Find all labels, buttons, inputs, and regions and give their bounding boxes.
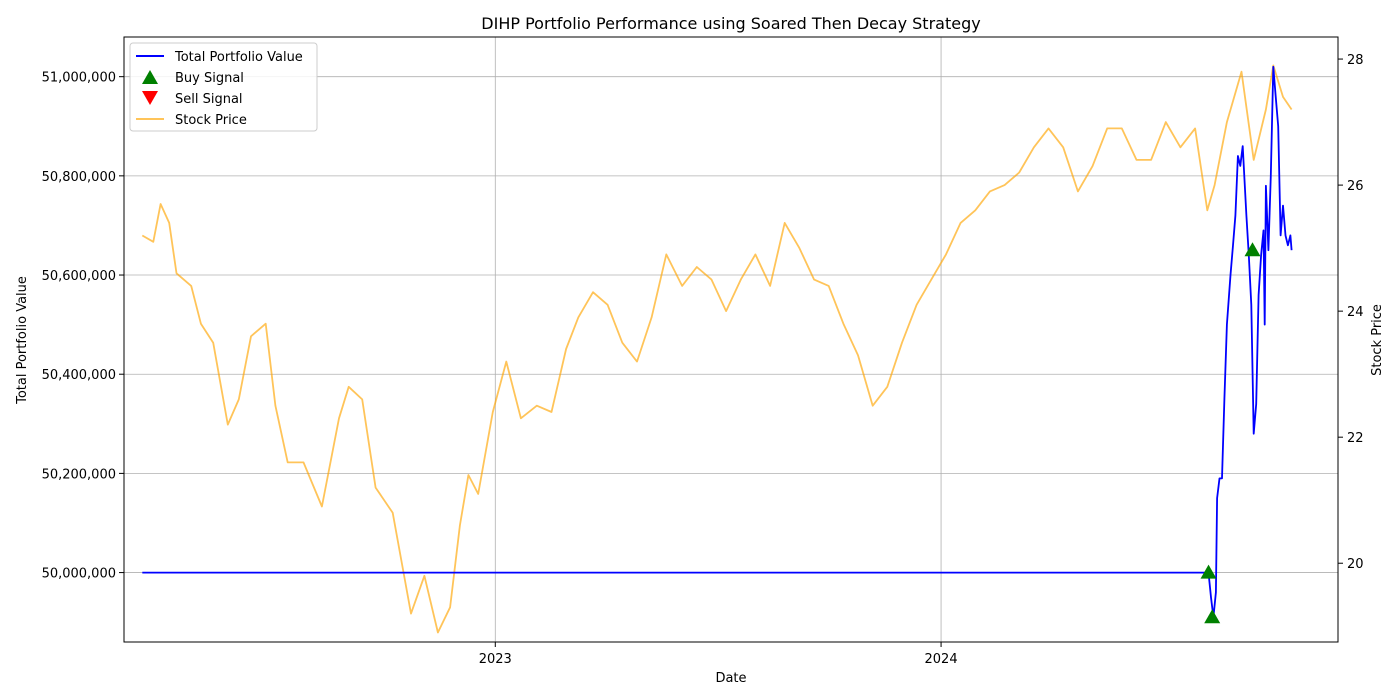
legend-buy-label: Buy Signal (175, 71, 244, 86)
y-tick-label: 50,400,000 (42, 368, 116, 383)
marker-layer (1200, 242, 1261, 624)
legend-stock-label: Stock Price (175, 113, 247, 128)
stock-price-line (141, 64, 1293, 634)
buy-signal-marker (1244, 242, 1261, 257)
series-layer (141, 64, 1293, 634)
chart-title: DIHP Portfolio Performance using Soared … (481, 14, 980, 33)
buy-signal-marker (1200, 564, 1217, 579)
x-tick-label: 2023 (479, 652, 512, 667)
y-tick-label: 50,600,000 (42, 269, 116, 284)
y-tick-label: 50,800,000 (42, 170, 116, 185)
legend-portfolio-label: Total Portfolio Value (174, 50, 303, 65)
plot-frame (123, 36, 1339, 643)
y2-tick-label: 28 (1347, 53, 1364, 68)
legend-sell-marker (142, 91, 158, 105)
y2-tick-label: 24 (1347, 305, 1364, 320)
y-tick-label: 51,000,000 (42, 71, 116, 86)
legend: Total Portfolio Value Buy Signal Sell Si… (129, 42, 318, 132)
legend-box (129, 42, 318, 132)
x-axis-title: Date (715, 671, 746, 686)
buy-signal-marker (1204, 609, 1221, 624)
y-tick-label: 50,200,000 (42, 467, 116, 482)
y-axis-title: Total Portfolio Value (15, 276, 30, 405)
y2-tick-label: 26 (1347, 179, 1364, 194)
x-tick-label: 2024 (925, 652, 958, 667)
y2-tick-label: 22 (1347, 431, 1364, 446)
legend-buy-marker (142, 70, 158, 84)
y-tick-label: 50,000,000 (42, 567, 116, 582)
legend-sell-label: Sell Signal (175, 92, 243, 107)
y2-tick-label: 20 (1347, 557, 1364, 572)
y2-axis-title: Stock Price (1370, 304, 1385, 376)
portfolio-value-line (142, 65, 1293, 619)
tick-layer: 50,000,000 50,200,000 50,400,000 50,600,000… (42, 53, 1364, 667)
